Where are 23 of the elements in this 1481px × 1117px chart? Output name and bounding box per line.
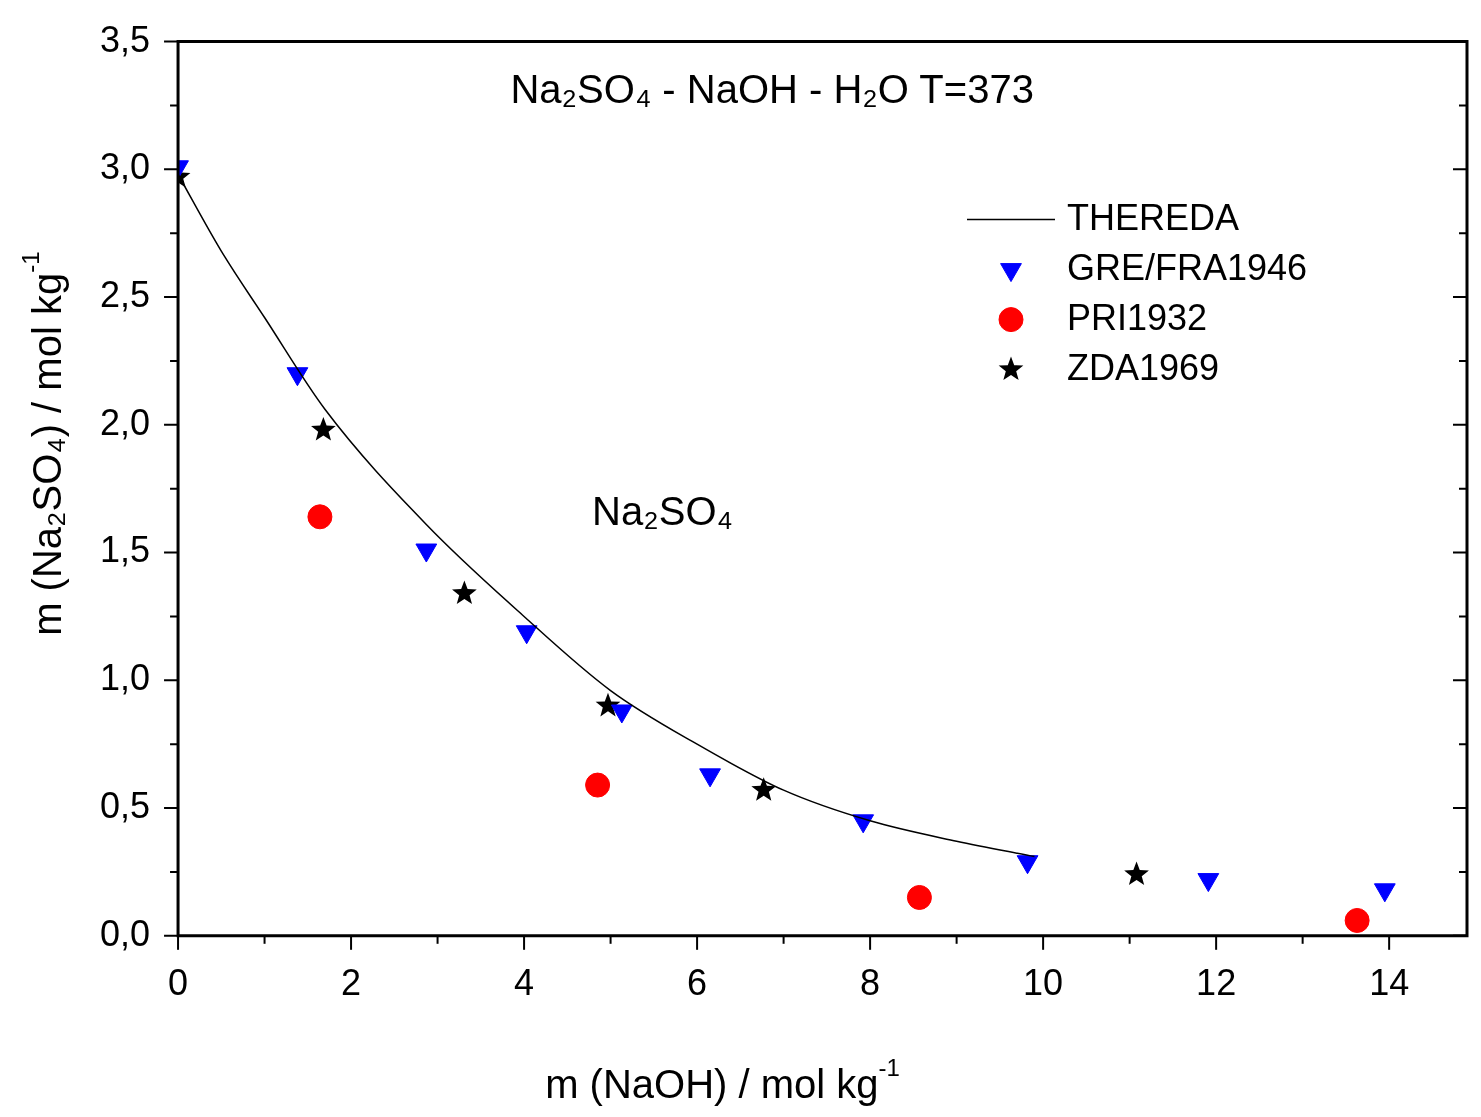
y-tick-label: 0,5: [100, 784, 151, 826]
text: Na₂SO₄ - NaOH - H₂O T=373: [510, 66, 1034, 111]
annotation: Na₂SO₄: [592, 489, 733, 534]
x-tick-label: 14: [1369, 962, 1410, 1004]
x-tick-label: 6: [687, 962, 708, 1004]
legend-label: THEREDA: [1067, 196, 1240, 238]
y-axis-title: m (Na₂SO₄) / mol kg-1: [16, 251, 70, 636]
y-tick-label: 0,0: [100, 912, 151, 954]
x-tick-label: 4: [514, 962, 535, 1004]
x-tick-label: 2: [341, 962, 362, 1004]
y-tick-label: 3,5: [100, 18, 151, 60]
x-tick-label: 12: [1196, 962, 1237, 1004]
legend-label: ZDA1969: [1067, 346, 1220, 388]
legend-label: GRE/FRA1946: [1067, 246, 1308, 288]
y-tick-label: 2,5: [100, 274, 151, 316]
y-tick-label: 1,5: [100, 529, 151, 571]
y-tick-label: 1,0: [100, 657, 151, 699]
y-tick-label: 2,0: [100, 401, 151, 443]
y-tick-label: 3,0: [100, 146, 151, 188]
x-tick-label: 10: [1023, 962, 1064, 1004]
legend-label: PRI1932: [1067, 296, 1208, 338]
x-tick-label: 8: [860, 962, 881, 1004]
x-tick-label: 0: [168, 962, 189, 1004]
